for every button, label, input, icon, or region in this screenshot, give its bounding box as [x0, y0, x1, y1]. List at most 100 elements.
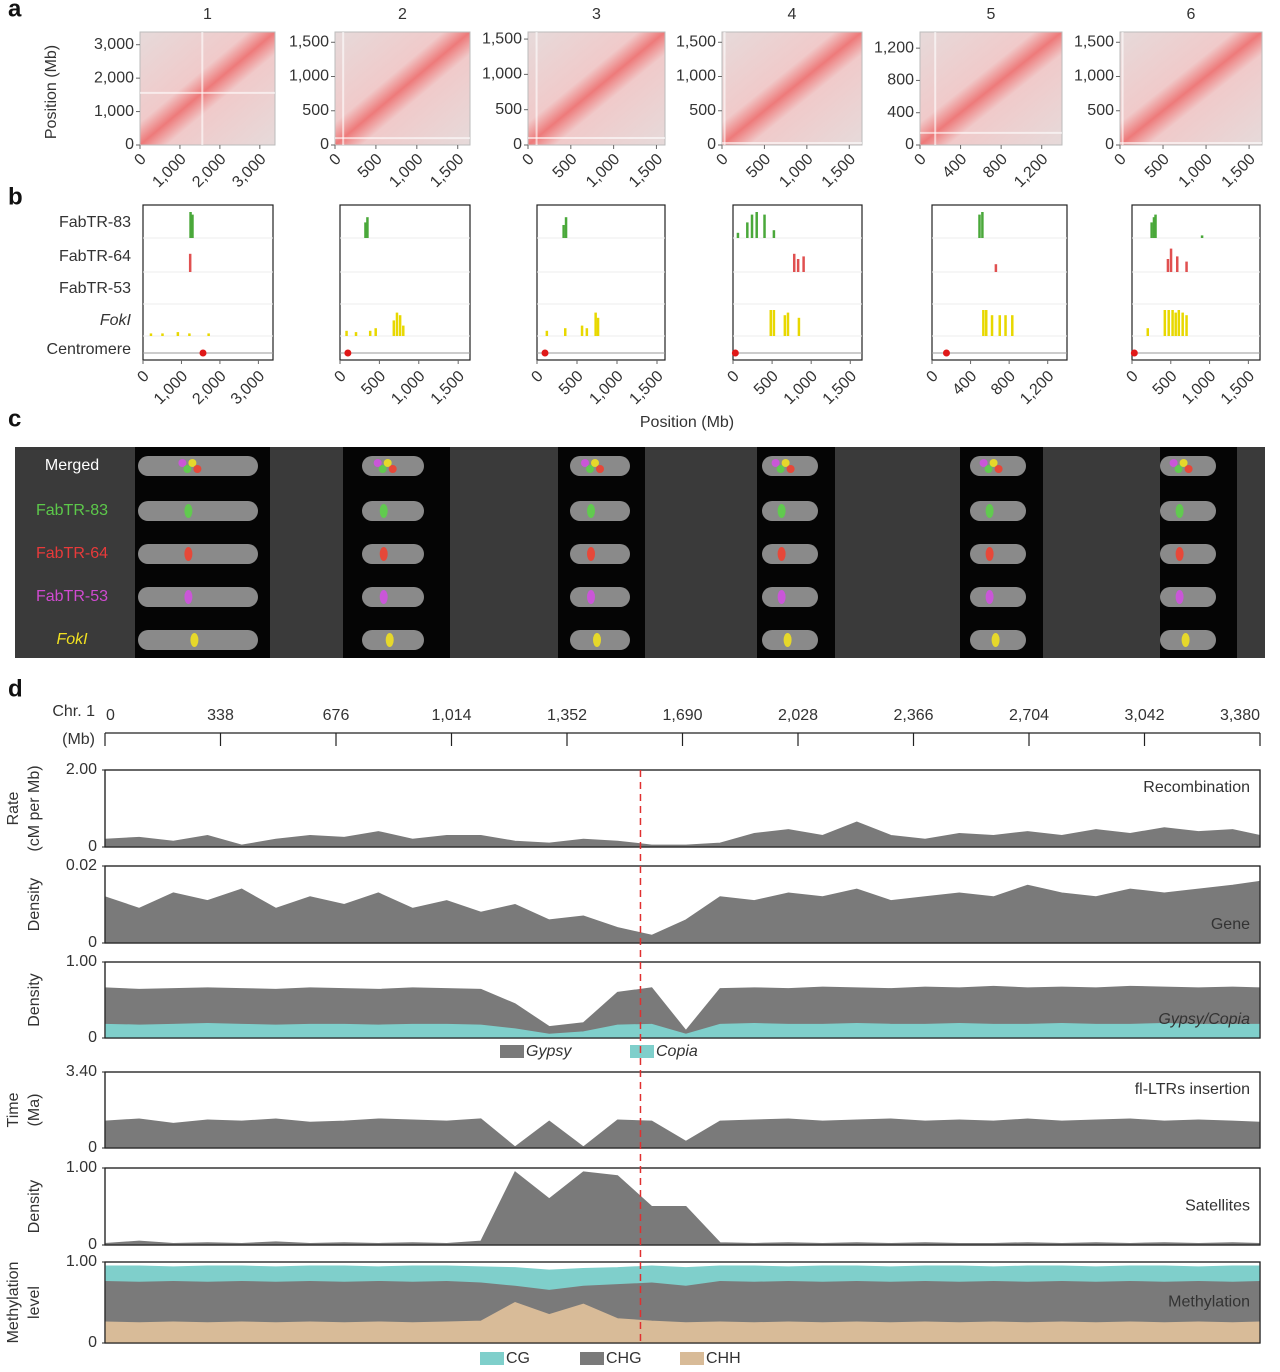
track-name: Recombination — [1143, 779, 1250, 796]
y-tick-label: 0 — [1105, 136, 1114, 153]
y-tick-label: 500 — [302, 102, 329, 119]
peak — [994, 264, 998, 272]
y-tick-label: 1,500 — [289, 33, 329, 50]
peak — [736, 232, 740, 238]
peak — [1004, 315, 1007, 336]
y-tick-label: 1,000 — [676, 68, 716, 85]
x-tick-label: 1,352 — [547, 707, 587, 724]
y-tick-label: 0 — [88, 1334, 97, 1351]
legend-swatch — [630, 1045, 654, 1058]
peak — [982, 310, 985, 336]
x-tick-label: 500 — [743, 151, 774, 182]
x-tick-label: 500 — [1142, 151, 1173, 182]
chromosome — [1160, 544, 1216, 564]
y-tick-label: 1.00 — [66, 1159, 97, 1176]
signal — [985, 547, 994, 561]
peak — [1181, 312, 1184, 336]
track-label: FabTR-83 — [59, 214, 131, 231]
y-tick-label: 2,000 — [94, 69, 134, 86]
signal — [581, 459, 589, 467]
peak — [188, 333, 191, 336]
x-tick-label: 2,028 — [778, 707, 818, 724]
x-tick-label: 2,000 — [189, 151, 229, 191]
peak — [1163, 310, 1167, 336]
y-tick-label: 500 — [689, 102, 716, 119]
signal — [586, 465, 594, 473]
series-line — [104, 1171, 1261, 1244]
peak — [1169, 248, 1173, 272]
y-axis-label: (cM per Mb) — [26, 765, 43, 851]
chromosome — [1160, 587, 1216, 607]
x-tick-label: 1,500 — [626, 151, 666, 191]
panel-label: b — [8, 183, 23, 210]
chromosome — [570, 544, 630, 564]
x-tick-label: 800 — [980, 151, 1011, 182]
chromosome — [570, 587, 630, 607]
y-tick-label: 500 — [495, 101, 522, 118]
signal — [587, 590, 595, 604]
heatmap — [334, 31, 471, 146]
peak — [797, 317, 801, 336]
track-box — [142, 204, 274, 361]
x-tick-label: 1,000 — [1179, 368, 1219, 408]
peak — [354, 332, 358, 336]
signal — [379, 590, 388, 604]
peak — [149, 333, 153, 336]
peak — [792, 253, 796, 272]
series-line — [104, 985, 1261, 1032]
x-tick-label: 1,200 — [1017, 368, 1057, 408]
signal — [989, 459, 998, 467]
column-title: 5 — [987, 6, 996, 23]
y-axis-label: Methylation — [5, 1262, 22, 1344]
signal — [994, 465, 1003, 473]
area-fill — [105, 881, 1260, 943]
y-tick-label: 800 — [887, 72, 914, 89]
peak — [769, 310, 773, 336]
x-tick-label: 1,500 — [1219, 151, 1259, 191]
x-tick-label: 1,500 — [626, 368, 666, 408]
y-axis-label: level — [26, 1286, 43, 1319]
chromosome — [1160, 501, 1216, 521]
legend-label: CHH — [706, 1350, 741, 1367]
x-tick-label: 3,000 — [229, 151, 269, 191]
y-tick-label: 3.40 — [66, 1063, 97, 1080]
track-name: fl-LTRs insertion — [1135, 1081, 1250, 1098]
signal — [178, 459, 187, 467]
centromere — [1130, 349, 1138, 357]
x-tick-label: 0 — [911, 151, 929, 169]
track-frame-top — [104, 961, 1261, 1039]
track-frame-top — [104, 1071, 1261, 1149]
x-tick-label: 500 — [1150, 368, 1181, 399]
peak — [981, 212, 984, 238]
signal — [593, 633, 601, 647]
y-tick-label: 1.00 — [66, 953, 97, 970]
panel-label: a — [8, 0, 22, 22]
series-line — [104, 880, 1261, 936]
legend-swatch — [580, 1352, 604, 1365]
signal — [379, 504, 388, 518]
x-tick-label: 1,000 — [149, 151, 189, 191]
peak — [1166, 259, 1170, 272]
peak — [191, 214, 194, 238]
signal — [188, 459, 197, 467]
legend-swatch — [500, 1045, 524, 1058]
peak — [188, 253, 192, 272]
panel-label: d — [8, 675, 23, 702]
row-label: FokI — [56, 631, 88, 648]
track-box — [536, 204, 666, 361]
column-title: 2 — [398, 6, 407, 23]
x-tick-label: 400 — [949, 368, 980, 399]
chromosome — [762, 544, 818, 564]
x-tick-label: 1,000 — [386, 151, 426, 191]
x-tick-label: 2,366 — [893, 707, 933, 724]
signal — [388, 465, 397, 473]
row-label: FabTR-64 — [36, 545, 108, 562]
x-tick-label: 1,500 — [427, 151, 467, 191]
x-tick-label: 0 — [713, 151, 731, 169]
y-tick-label: 0 — [320, 136, 329, 153]
centromere — [942, 349, 950, 357]
x-tick-label: 0 — [923, 368, 941, 386]
peak — [545, 330, 549, 336]
y-tick-label: 1,000 — [94, 103, 134, 120]
